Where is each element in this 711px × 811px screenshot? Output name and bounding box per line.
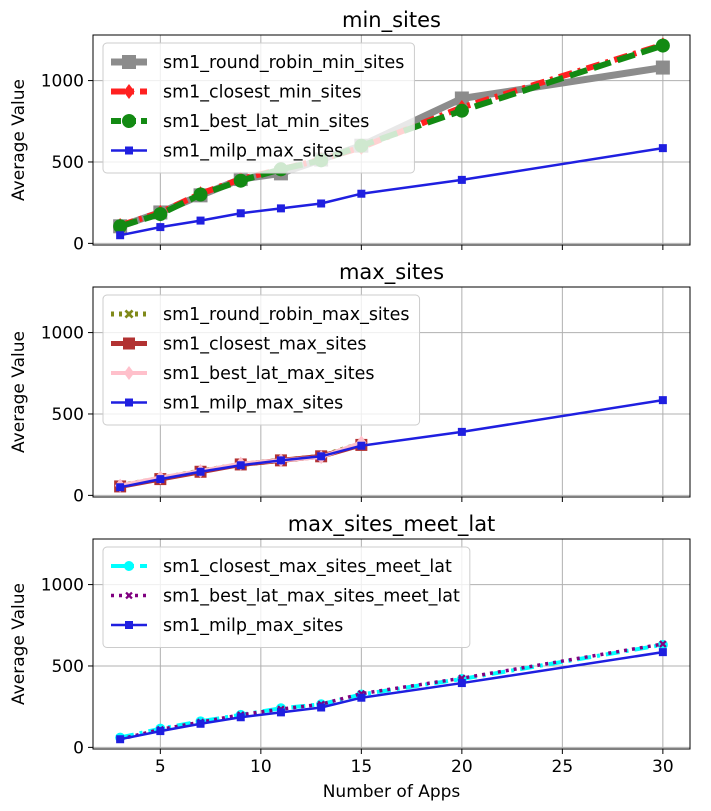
legend-marker (125, 591, 133, 600)
panel-1: 0 500 1000 min_sites Average Value sm1_round_… (9, 8, 691, 254)
data-point (457, 427, 466, 436)
data-point (116, 483, 125, 492)
data-point (659, 640, 667, 648)
data-point (658, 396, 667, 405)
legend: sm1_closest_max_sites_meet_lat sm1_best_l… (102, 546, 471, 648)
legend-marker (123, 337, 135, 350)
x-tick-label: 25 (552, 757, 574, 777)
x-tick-label: 20 (451, 757, 473, 777)
plot-frame (92, 286, 691, 498)
legend: sm1_round_robin_max_sites sm1_closest_max… (102, 294, 421, 426)
series-line (119, 42, 664, 230)
data-point (156, 223, 165, 232)
y-tick-label: 0 (73, 486, 84, 506)
data-point (357, 441, 366, 450)
y-tick-label: 0 (73, 738, 84, 758)
data-point (276, 456, 285, 465)
legend-box (102, 294, 421, 426)
x-tick-label: 10 (250, 757, 272, 777)
y-axis-label: Average Value (9, 331, 29, 453)
data-point (236, 461, 245, 470)
legend-label: sm1_best_lat_max_sites_meet_lat (163, 587, 460, 607)
data-point (357, 189, 366, 198)
panel-3: 0 500 1000 5 10 15 20 25 30 max_sites_meet_lat Ave… (9, 512, 691, 802)
legend-marker (125, 398, 133, 407)
data-point (193, 187, 208, 202)
y-tick-label: 1000 (41, 72, 84, 92)
data-point (457, 175, 466, 184)
data-point (655, 38, 670, 53)
legend-label: sm1_milp_max_sites (163, 616, 343, 636)
chart-title: max_sites (339, 260, 444, 285)
data-point (655, 60, 670, 75)
legend-marker (125, 621, 133, 629)
x-tick-label: 15 (351, 757, 373, 777)
y-tick-label: 500 (52, 153, 84, 173)
data-point (658, 648, 667, 657)
data-point (233, 173, 248, 188)
data-point (317, 452, 326, 461)
y-tick-label: 500 (52, 657, 84, 677)
data-point (457, 679, 466, 688)
plot-frame (92, 34, 691, 246)
legend-marker (125, 146, 133, 155)
data-point (196, 467, 205, 476)
legend: sm1_round_robin_min_sites sm1_closest_min… (102, 42, 415, 174)
series-line (119, 642, 664, 741)
legend-box (102, 546, 471, 648)
y-axis-label: Average Value (9, 79, 29, 201)
data-point (156, 475, 165, 484)
chart-title: max_sites_meet_lat (288, 512, 496, 537)
x-tick-label: 5 (155, 757, 166, 777)
data-point (454, 91, 469, 106)
data-point (276, 708, 285, 717)
data-point (153, 207, 168, 222)
series-layer (114, 396, 667, 493)
legend-label: sm1_milp_max_sites (163, 142, 343, 162)
data-point (357, 693, 366, 702)
legend-label: sm1_milp_max_sites (163, 394, 343, 414)
data-point (113, 219, 128, 234)
data-point (658, 144, 667, 153)
data-point (454, 103, 469, 118)
chart-title: min_sites (342, 8, 441, 33)
legend-marker (123, 366, 135, 380)
y-tick-label: 1000 (41, 324, 84, 344)
data-point (317, 703, 326, 712)
legend-label: sm1_closest_min_sites (163, 83, 361, 103)
legend-box (102, 42, 415, 174)
legend-marker (122, 55, 136, 69)
y-tick-label: 500 (52, 405, 84, 425)
data-point (116, 735, 125, 744)
panel-2: 0 500 1000 max_sites Average Value sm1_round_… (9, 260, 691, 506)
y-axis-label: Average Value (9, 583, 29, 705)
data-point (236, 209, 245, 218)
legend-marker (124, 561, 134, 571)
data-point (276, 204, 285, 213)
legend-label: sm1_closest_max_sites (163, 335, 366, 355)
data-point (116, 231, 125, 240)
legend-marker (124, 309, 134, 319)
plot-frame (92, 538, 691, 750)
data-point (317, 199, 326, 208)
legend-marker (122, 114, 136, 128)
legend-label: sm1_round_robin_max_sites (163, 305, 410, 325)
y-tick-label: 0 (73, 234, 84, 254)
x-axis-label: Number of Apps (323, 782, 461, 802)
data-point (156, 727, 165, 736)
data-point (236, 713, 245, 722)
y-tick-label: 1000 (41, 576, 84, 596)
x-tick-label: 30 (652, 757, 674, 777)
legend-label: sm1_round_robin_min_sites (163, 53, 404, 73)
data-point (196, 719, 205, 728)
series-layer (115, 639, 668, 744)
legend-label: sm1_best_lat_min_sites (163, 112, 369, 132)
legend-marker (123, 84, 135, 99)
legend-label: sm1_closest_max_sites_meet_lat (163, 557, 452, 577)
series-layer (113, 37, 670, 240)
data-point (196, 216, 205, 225)
legend-label: sm1_best_lat_max_sites (163, 364, 374, 384)
